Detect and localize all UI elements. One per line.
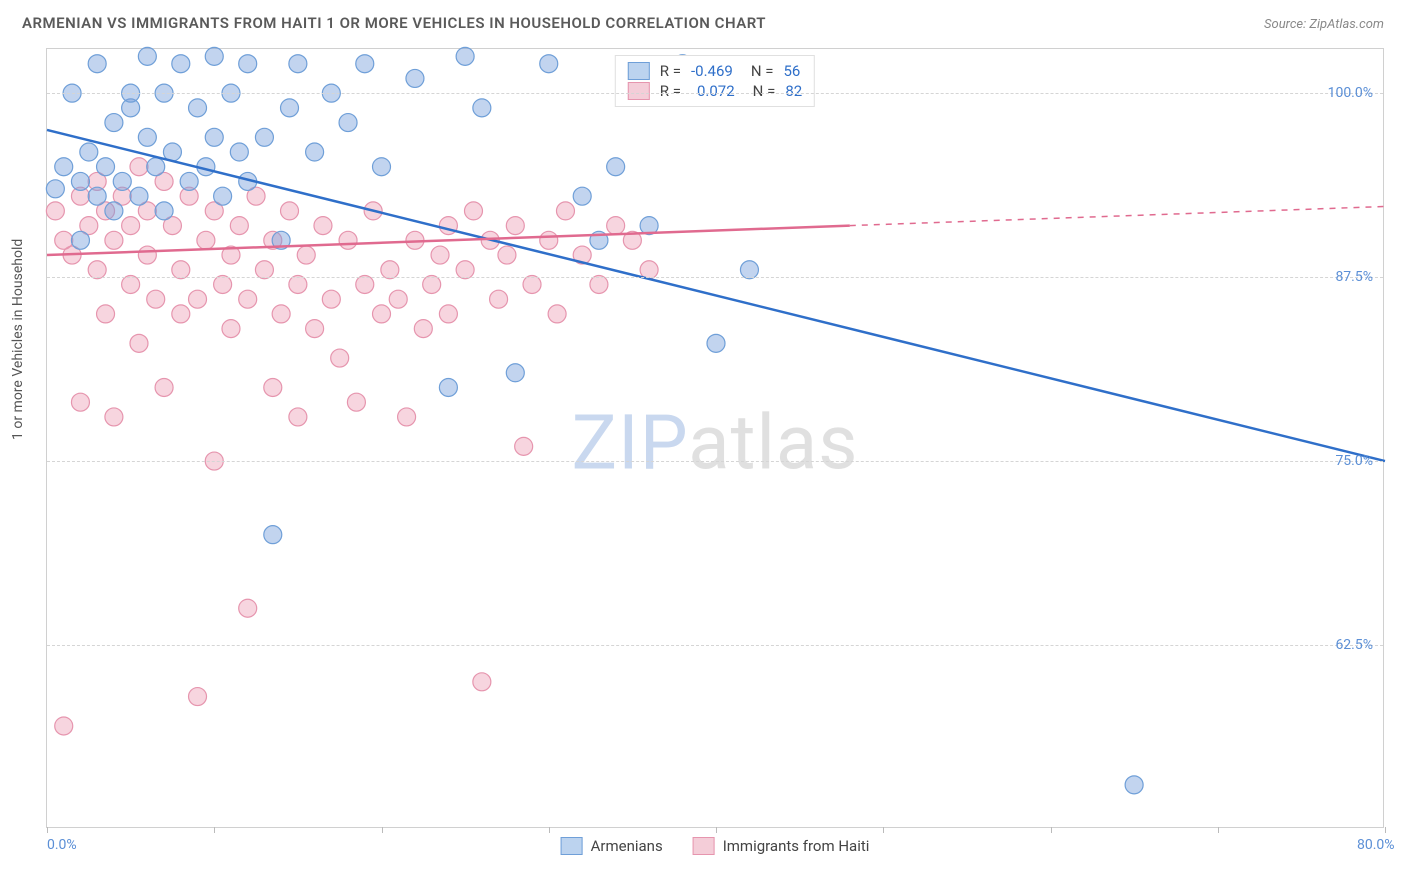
x-tick-mark (1385, 827, 1386, 833)
correlation-legend: R = -0.469 N = 56 R = 0.072 N = 82 (615, 55, 815, 107)
x-tick-label: 80.0% (1357, 837, 1395, 853)
series-legend: Armenians Immigrants from Haiti (561, 837, 870, 855)
r-value-b: 0.072 (697, 82, 735, 100)
gridline (47, 461, 1383, 462)
gridline (47, 277, 1383, 278)
legend-label-a: Armenians (591, 837, 663, 855)
y-tick-label: 87.5% (1335, 269, 1373, 285)
r-value-a: -0.469 (691, 62, 733, 80)
n-label: N = (751, 62, 774, 80)
swatch-b (693, 837, 715, 855)
r-label: R = (660, 82, 681, 100)
n-value-a: 56 (783, 62, 800, 80)
x-tick-mark (1218, 827, 1219, 833)
y-axis-label: 1 or more Vehicles in Household (10, 239, 26, 440)
x-tick-mark (214, 827, 215, 833)
x-tick-mark (549, 827, 550, 833)
x-tick-mark (883, 827, 884, 833)
chart-area: ZIPatlas R = -0.469 N = 56 R = 0.072 N =… (46, 48, 1384, 828)
legend-row-a: R = -0.469 N = 56 (628, 62, 802, 80)
legend-label-b: Immigrants from Haiti (723, 837, 870, 855)
gridline (47, 645, 1383, 646)
x-tick-mark (47, 827, 48, 833)
swatch-a (628, 62, 650, 80)
r-label: R = (660, 62, 681, 80)
y-tick-label: 75.0% (1335, 453, 1373, 469)
x-tick-mark (716, 827, 717, 833)
n-value-b: 82 (785, 82, 802, 100)
x-tick-mark (1051, 827, 1052, 833)
chart-title: ARMENIAN VS IMMIGRANTS FROM HAITI 1 OR M… (22, 14, 766, 32)
gridline (47, 93, 1383, 94)
swatch-b (628, 82, 650, 100)
n-label: N = (753, 82, 776, 100)
scatter-plot-svg (47, 49, 1383, 827)
y-tick-label: 100.0% (1328, 85, 1373, 101)
legend-row-b: R = 0.072 N = 82 (628, 82, 802, 100)
swatch-a (561, 837, 583, 855)
x-tick-mark (382, 827, 383, 833)
source-attribution: Source: ZipAtlas.com (1264, 17, 1384, 32)
y-tick-label: 62.5% (1335, 637, 1373, 653)
legend-item-a: Armenians (561, 837, 663, 855)
legend-item-b: Immigrants from Haiti (693, 837, 870, 855)
x-tick-label: 0.0% (47, 837, 77, 853)
